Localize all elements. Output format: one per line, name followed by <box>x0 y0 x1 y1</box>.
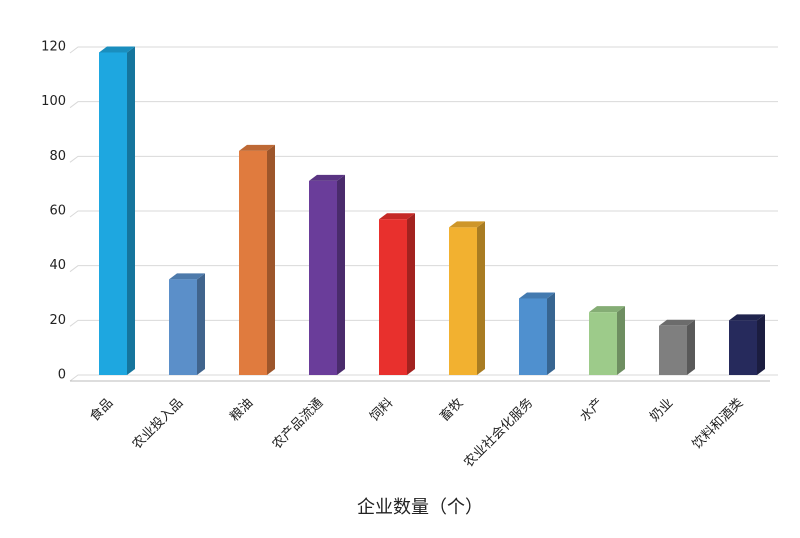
bar-side <box>407 213 415 375</box>
bar-side <box>757 314 765 375</box>
x-tick-label: 畜牧 <box>437 395 467 425</box>
y-tick-label: 100 <box>41 94 66 109</box>
y-tick-label: 40 <box>49 258 66 273</box>
x-axis-title: 企业数量（个） <box>357 497 483 518</box>
bar <box>169 279 197 375</box>
x-tick-label: 农产品流通 <box>270 396 327 453</box>
grid-line <box>69 210 778 218</box>
grid-line <box>69 374 778 382</box>
bar-top <box>449 221 485 228</box>
x-tick-label: 水产 <box>577 396 606 425</box>
bar-side <box>197 273 205 375</box>
grid-line <box>69 101 778 109</box>
y-tick-label: 20 <box>49 313 66 328</box>
x-tick-label: 饲料 <box>367 396 396 425</box>
y-tick-label: 0 <box>58 368 66 383</box>
bar-side <box>617 306 625 375</box>
bar-side <box>687 319 695 375</box>
x-tick-label: 奶业 <box>647 396 676 425</box>
grid-line <box>69 265 778 273</box>
x-tick-label: 农业投入品 <box>129 395 186 452</box>
grid-line <box>69 155 778 163</box>
x-tick-label: 饮料和酒类 <box>690 396 747 453</box>
bar-top <box>729 314 765 321</box>
bar-top <box>309 174 345 181</box>
y-tick-label: 60 <box>49 204 66 219</box>
bar-side <box>127 46 135 375</box>
bar <box>379 219 407 375</box>
bar <box>519 298 547 375</box>
bar-side <box>337 174 345 375</box>
bar <box>309 180 337 375</box>
bar-top <box>519 292 555 299</box>
bar-top <box>169 273 205 280</box>
y-tick-label: 80 <box>49 149 66 164</box>
bar-top <box>99 46 135 53</box>
y-tick-label: 120 <box>41 40 66 55</box>
bar <box>239 150 267 375</box>
bar-side <box>547 292 555 375</box>
bar <box>589 312 617 375</box>
bar-top <box>239 144 275 151</box>
bar <box>99 52 127 375</box>
bar-side <box>477 221 485 375</box>
bar-top <box>379 213 415 220</box>
x-tick-label: 粮油 <box>227 396 256 425</box>
bar <box>729 320 757 375</box>
bar-top <box>659 319 695 326</box>
x-tick-label: 农业社会化服务 <box>461 395 537 471</box>
bar <box>449 227 477 375</box>
grid-line <box>69 46 778 54</box>
bar-top <box>589 306 625 313</box>
bar-side <box>267 144 275 375</box>
bar <box>659 325 687 375</box>
x-tick-label: 食品 <box>87 395 117 425</box>
